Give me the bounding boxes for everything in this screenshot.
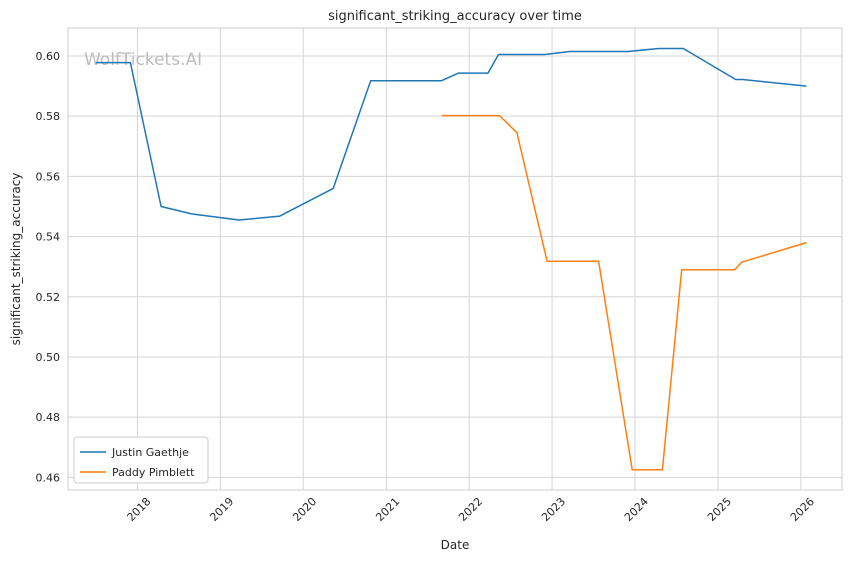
legend-label-series-1: Paddy Pimblett <box>112 466 195 479</box>
grid <box>68 28 842 490</box>
x-tick-label: 2024 <box>622 495 651 524</box>
y-tick-label: 0.58 <box>36 110 61 123</box>
x-tick-label: 2018 <box>125 495 154 524</box>
x-tick-label: 2026 <box>788 495 817 524</box>
y-tick-labels: 0.46 0.48 0.50 0.52 0.54 0.56 0.58 0.60 <box>36 50 61 484</box>
series-line-1 <box>441 114 807 471</box>
x-tick-labels: 2018 2019 2020 2021 2022 2023 2024 2025 2026 <box>125 495 817 524</box>
legend-box <box>73 436 209 484</box>
y-tick-label: 0.46 <box>36 471 61 484</box>
y-tick-label: 0.56 <box>36 170 61 183</box>
series-lines <box>95 47 807 471</box>
series-line-0 <box>95 47 807 221</box>
x-tick-label: 2023 <box>539 495 568 524</box>
x-tick-label: 2022 <box>456 495 485 524</box>
y-axis-label: significant_striking_accuracy <box>9 173 23 346</box>
legend: Justin Gaethje Paddy Pimblett <box>73 436 209 484</box>
y-tick-label: 0.60 <box>36 50 61 63</box>
x-tick-label: 2019 <box>207 495 236 524</box>
x-axis-label: Date <box>441 538 470 552</box>
legend-label-series-0: Justin Gaethje <box>111 446 189 459</box>
y-tick-label: 0.52 <box>36 291 61 304</box>
plot-frame <box>67 27 843 491</box>
watermark-text: WolfTickets.AI <box>84 50 202 70</box>
x-tick-label: 2025 <box>705 495 734 524</box>
x-tick-label: 2021 <box>373 495 402 524</box>
x-tick-label: 2020 <box>290 495 319 524</box>
y-tick-label: 0.50 <box>36 351 61 364</box>
y-tick-label: 0.54 <box>36 231 61 244</box>
y-tick-label: 0.48 <box>36 411 61 424</box>
chart-title: significant_striking_accuracy over time <box>328 9 582 24</box>
